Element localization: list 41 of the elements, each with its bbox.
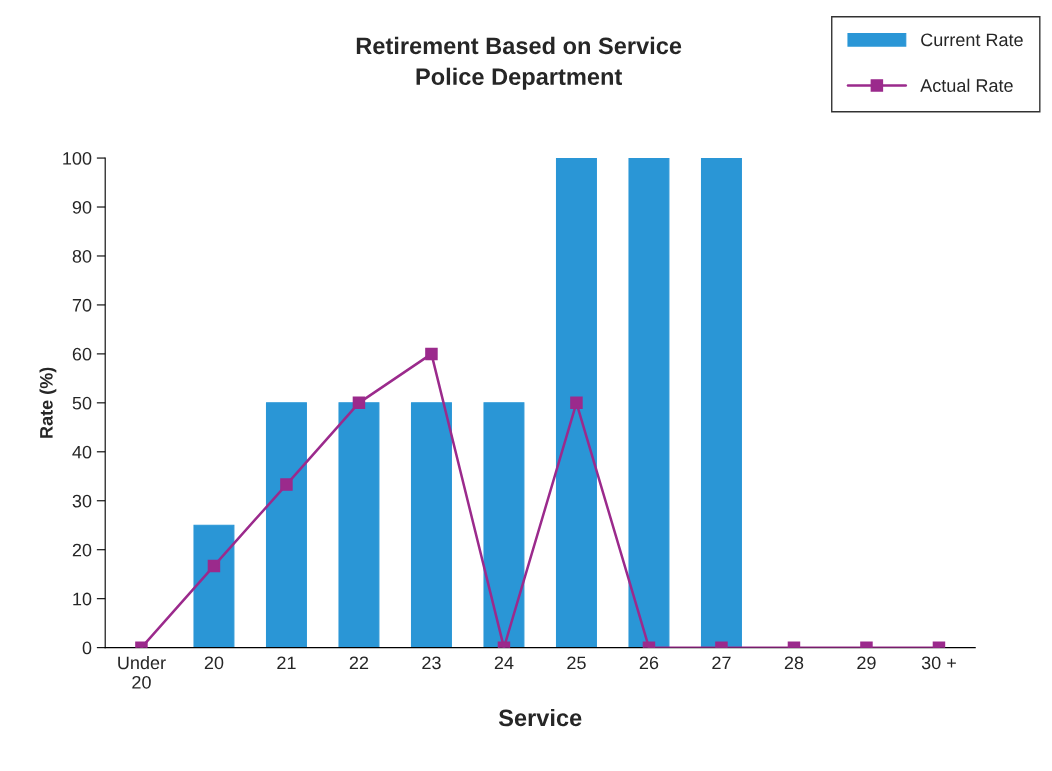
x-tick-label: 30 + (921, 656, 956, 670)
y-tick-label: 40 (72, 445, 92, 459)
y-tick-label: 0 (82, 641, 92, 655)
point (352, 396, 366, 410)
y-tick-label: 10 (73, 592, 92, 606)
y-tick-label: 80 (72, 249, 92, 263)
bar (628, 158, 670, 648)
bar (193, 524, 235, 648)
y-tick-label: 20 (72, 543, 92, 557)
y-tick-label: 70 (72, 298, 92, 312)
bar (555, 158, 597, 648)
y-tick-label: 30 (72, 494, 92, 508)
legend-label: Current Rate (921, 33, 1023, 47)
bar (338, 402, 380, 648)
point (280, 478, 293, 491)
bar (483, 402, 525, 648)
x-tick-label: 25 (567, 656, 586, 670)
y-tick-label: 50 (72, 396, 92, 410)
legend-label: Actual Rate (920, 78, 1013, 92)
y-axis-title: Rate (%) (39, 367, 57, 438)
y-tick-label: 100 (63, 151, 92, 165)
chart-subtitle: Police Department (416, 67, 623, 90)
x-tick-label: 29 (857, 656, 876, 670)
x-tick-label: 27 (712, 656, 731, 670)
bar (700, 158, 742, 648)
bar (265, 402, 307, 648)
chart-title: Retirement Based on Service (356, 36, 682, 55)
x-tick-label: 22 (349, 656, 369, 670)
y-tick-label: 60 (72, 347, 92, 361)
x-tick-label: 26 (639, 656, 659, 670)
x-tick-label: Under 20 (118, 655, 166, 689)
bar (410, 402, 452, 648)
x-tick-label: 20 (204, 656, 224, 670)
point (570, 396, 583, 410)
point (425, 347, 438, 361)
x-tick-label: 28 (784, 656, 804, 670)
x-axis-title: Service (498, 708, 582, 727)
x-tick-label: 24 (494, 656, 514, 670)
y-tick-label: 90 (72, 200, 92, 214)
x-tick-label: 21 (277, 656, 296, 670)
x-tick-label: 23 (422, 656, 441, 670)
